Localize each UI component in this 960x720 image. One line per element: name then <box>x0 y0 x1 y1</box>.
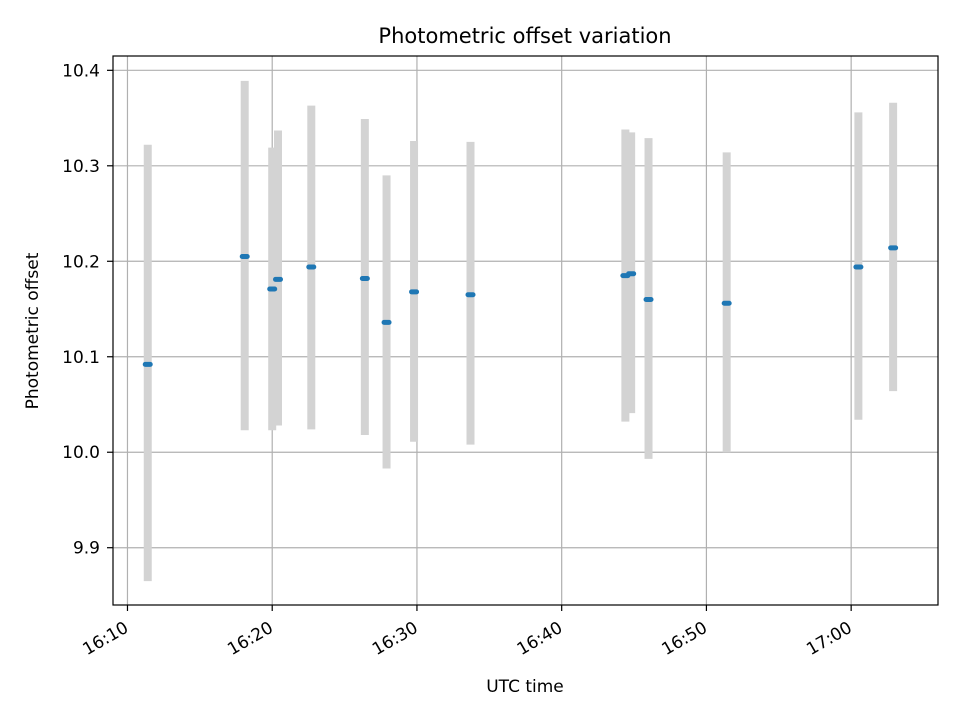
plot-frame <box>112 55 939 606</box>
y-tick-label: 9.9 <box>73 539 100 559</box>
data-point <box>273 276 283 282</box>
y-tick-label: 10.0 <box>62 443 100 463</box>
data-point <box>359 275 370 281</box>
y-tick-label: 10.3 <box>62 157 100 177</box>
data-markers <box>142 245 899 367</box>
data-point <box>721 300 732 306</box>
y-tick-label: 10.1 <box>62 348 100 368</box>
data-point <box>888 245 899 251</box>
data-point <box>853 264 864 270</box>
chart-title: Photometric offset variation <box>378 24 671 48</box>
data-point <box>381 319 392 325</box>
data-point <box>643 296 654 302</box>
data-point <box>626 271 637 277</box>
data-point <box>142 361 153 367</box>
data-point <box>465 292 476 298</box>
y-tick-label: 10.2 <box>62 252 100 272</box>
y-axis-title: Photometric offset <box>23 252 43 409</box>
data-point <box>267 286 278 292</box>
data-point <box>239 254 250 260</box>
data-point <box>409 289 420 295</box>
data-point <box>306 264 317 270</box>
x-axis-title: UTC time <box>486 677 564 697</box>
y-tick-label: 10.4 <box>62 61 100 81</box>
